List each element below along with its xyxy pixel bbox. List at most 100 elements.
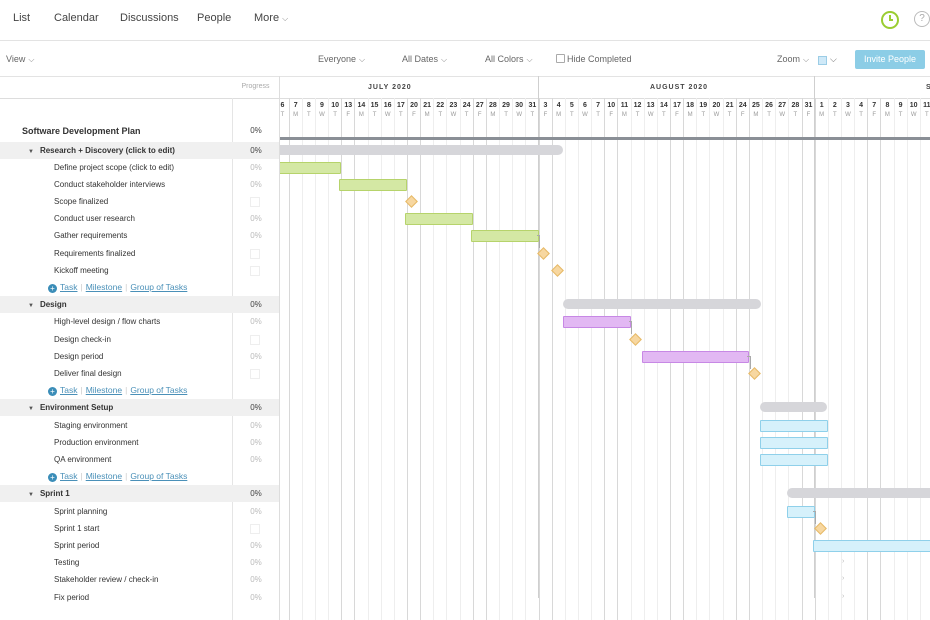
milestone-row[interactable]: Deliver final design <box>0 365 279 382</box>
group-bar[interactable] <box>760 402 827 412</box>
day-number: 2 <box>832 102 837 109</box>
colors-dropdown[interactable]: All Colors ⌵ <box>485 54 533 65</box>
everyone-dropdown[interactable]: Everyone ⌵ <box>318 54 365 65</box>
day-number: 7 <box>872 102 877 109</box>
task-row[interactable]: High-level design / flow charts 0% <box>0 313 279 330</box>
day-number: 8 <box>306 102 311 109</box>
add-task-link[interactable]: Task <box>60 471 78 481</box>
milestone-diamond[interactable] <box>814 522 827 535</box>
task-row[interactable]: Sprint planning 0% <box>0 503 279 520</box>
caret-down-icon[interactable]: ▼ <box>28 492 34 498</box>
task-name: Sprint 1 start <box>54 524 100 533</box>
group-row[interactable]: ▼ Research + Discovery (click to edit) 0% <box>0 142 279 159</box>
task-bar[interactable] <box>760 437 828 449</box>
add-item-row: + Task | Milestone | Group of Tasks <box>48 282 187 299</box>
task-bar[interactable] <box>339 179 407 191</box>
add-task-link[interactable]: Task <box>60 282 78 292</box>
add-group-link[interactable]: Group of Tasks <box>130 471 188 481</box>
task-row[interactable]: Conduct stakeholder interviews 0% <box>0 176 279 193</box>
task-bar[interactable] <box>813 540 930 552</box>
milestone-row[interactable]: Requirements finalized <box>0 245 279 262</box>
view-dropdown[interactable]: View ⌵ <box>6 54 34 65</box>
add-task-link[interactable]: Task <box>60 385 78 395</box>
milestone-diamond[interactable] <box>748 367 761 380</box>
invite-people-button[interactable]: Invite People <box>855 50 925 69</box>
task-row[interactable]: Testing 0% <box>0 554 279 571</box>
milestone-diamond[interactable] <box>551 264 564 277</box>
milestone-row[interactable]: Sprint 1 start <box>0 520 279 537</box>
day-number: 9 <box>898 102 903 109</box>
progress-value: 0% <box>250 455 262 464</box>
task-name: Stakeholder review / check-in <box>54 575 159 584</box>
plus-icon[interactable]: + <box>48 387 57 396</box>
progress-value: 0% <box>250 507 262 516</box>
help-icon[interactable]: ? <box>914 11 930 27</box>
add-group-link[interactable]: Group of Tasks <box>130 385 188 395</box>
caret-down-icon[interactable]: ▼ <box>28 406 34 412</box>
plan-summary-bar <box>280 137 930 140</box>
caret-down-icon[interactable]: ▼ <box>28 149 34 155</box>
add-group-link[interactable]: Group of Tasks <box>130 282 188 292</box>
day-gridline <box>748 98 750 620</box>
task-row[interactable]: Fix period 0% <box>0 589 279 606</box>
plus-icon[interactable]: + <box>48 284 57 293</box>
task-bar[interactable] <box>405 213 473 225</box>
milestone-row[interactable]: Design check-in <box>0 331 279 348</box>
task-row[interactable]: Gather requirements 0% <box>0 227 279 244</box>
nav-discussions[interactable]: Discussions <box>120 12 179 24</box>
group-bar[interactable] <box>563 299 761 309</box>
task-bar[interactable] <box>471 230 539 242</box>
task-row[interactable]: Production environment 0% <box>0 434 279 451</box>
task-bar[interactable] <box>280 162 341 174</box>
nav-list[interactable]: List <box>13 12 31 24</box>
task-bar[interactable] <box>563 316 631 328</box>
task-row[interactable]: Design period 0% <box>0 348 279 365</box>
day-letter: T <box>662 112 666 118</box>
progress-value: 0% <box>250 489 262 498</box>
day-letter: W <box>516 112 523 118</box>
plan-row[interactable]: Software Development Plan 0% <box>0 121 279 139</box>
day-gridline <box>788 98 790 620</box>
group-bar[interactable] <box>787 488 930 498</box>
group-row[interactable]: ▼ Design 0% <box>0 296 279 313</box>
separator: | <box>125 282 128 292</box>
task-row[interactable]: Stakeholder review / check-in 0% <box>0 571 279 588</box>
month-label: AUGUST 2020 <box>650 84 709 91</box>
day-number: 23 <box>449 102 458 109</box>
day-number: 31 <box>528 102 537 109</box>
task-name: Production environment <box>54 438 139 447</box>
plus-icon[interactable]: + <box>48 473 57 482</box>
group-bar[interactable] <box>280 145 563 155</box>
everyone-label: Everyone <box>318 54 357 64</box>
nav-people[interactable]: People <box>197 12 232 24</box>
milestone-row[interactable]: Scope finalized <box>0 193 279 210</box>
task-row[interactable]: Conduct user research 0% <box>0 210 279 227</box>
clock-icon[interactable] <box>881 11 899 29</box>
day-number: 10 <box>331 102 339 109</box>
task-row[interactable]: Staging environment 0% <box>0 417 279 434</box>
task-row[interactable]: Sprint period 0% <box>0 537 279 554</box>
caret-down-icon[interactable]: ▼ <box>28 303 34 309</box>
group-row[interactable]: ▼ Environment Setup 0% <box>0 399 279 416</box>
task-bar[interactable] <box>787 506 815 518</box>
hide-completed-checkbox[interactable] <box>556 54 565 63</box>
add-milestone-link[interactable]: Milestone <box>85 471 123 481</box>
milestone-row[interactable]: Kickoff meeting <box>0 262 279 279</box>
task-bar[interactable] <box>760 454 828 466</box>
add-item-row: + Task | Milestone | Group of Tasks <box>48 471 187 488</box>
add-milestone-link[interactable]: Milestone <box>85 385 123 395</box>
task-bar[interactable] <box>760 420 828 432</box>
task-row[interactable]: Define project scope (click to edit) 0% <box>0 159 279 176</box>
nav-calendar[interactable]: Calendar <box>54 12 99 24</box>
day-number: 20 <box>712 102 721 109</box>
nav-more[interactable]: More ⌵ <box>254 12 288 24</box>
zoom-dropdown[interactable]: Zoom ⌵ <box>777 54 809 65</box>
separator: | <box>80 282 83 292</box>
dates-dropdown[interactable]: All Dates ⌵ <box>402 54 447 65</box>
chevron-down-icon[interactable]: ⌵ <box>830 54 837 64</box>
group-row[interactable]: ▼ Sprint 1 0% <box>0 485 279 502</box>
task-bar[interactable] <box>642 351 749 363</box>
add-milestone-link[interactable]: Milestone <box>85 282 123 292</box>
task-row[interactable]: QA environment 0% <box>0 451 279 468</box>
color-swatch[interactable] <box>818 56 827 65</box>
